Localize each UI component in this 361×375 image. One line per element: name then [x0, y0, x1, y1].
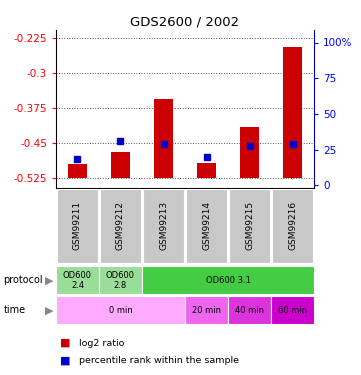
Bar [283, 47, 302, 178]
Text: GSM99213: GSM99213 [159, 201, 168, 250]
Bar [56, 266, 99, 294]
Text: 40 min: 40 min [235, 306, 264, 315]
Text: ■: ■ [60, 338, 70, 348]
Text: GSM99212: GSM99212 [116, 201, 125, 250]
Bar [57, 189, 98, 263]
Text: GSM99216: GSM99216 [288, 201, 297, 250]
Bar [185, 296, 228, 324]
Bar [272, 189, 313, 263]
Bar [142, 266, 314, 294]
Bar [143, 189, 184, 263]
Text: percentile rank within the sample: percentile rank within the sample [79, 356, 239, 365]
Text: time: time [4, 305, 26, 315]
Bar [240, 127, 259, 178]
Text: OD600 3.1: OD600 3.1 [206, 276, 251, 285]
Bar [56, 296, 185, 324]
Bar [271, 296, 314, 324]
Bar [99, 266, 142, 294]
Title: GDS2600 / 2002: GDS2600 / 2002 [130, 16, 240, 29]
Text: GSM99211: GSM99211 [73, 201, 82, 250]
Text: ▶: ▶ [44, 275, 53, 285]
Text: ■: ■ [60, 356, 70, 366]
Text: OD600
2.4: OD600 2.4 [63, 271, 92, 290]
Text: 20 min: 20 min [192, 306, 221, 315]
Text: 0 min: 0 min [109, 306, 132, 315]
Bar [68, 164, 87, 178]
Bar [197, 163, 216, 178]
Text: OD600
2.8: OD600 2.8 [106, 271, 135, 290]
Text: ▶: ▶ [44, 305, 53, 315]
Text: GSM99215: GSM99215 [245, 201, 254, 250]
Bar [229, 189, 270, 263]
Bar [228, 296, 271, 324]
Text: log2 ratio: log2 ratio [79, 339, 125, 348]
Bar [186, 189, 227, 263]
Bar [111, 153, 130, 178]
Text: protocol: protocol [4, 275, 43, 285]
Bar [100, 189, 141, 263]
Bar [154, 99, 173, 178]
Text: 60 min: 60 min [278, 306, 307, 315]
Text: GSM99214: GSM99214 [202, 201, 211, 250]
